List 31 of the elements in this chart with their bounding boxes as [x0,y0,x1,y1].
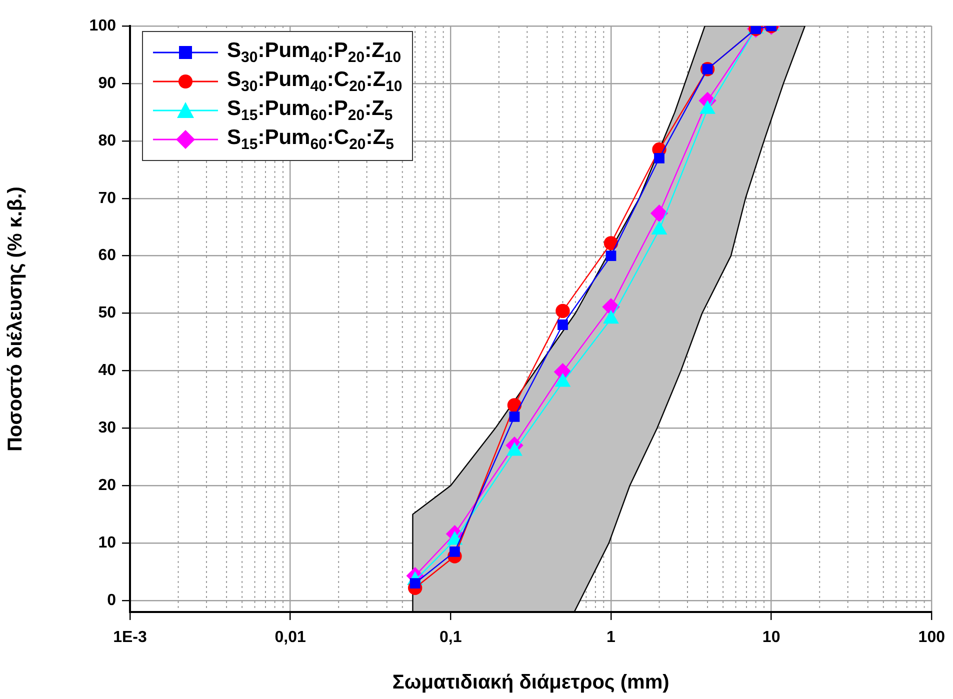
x-axis-title: Σωματιδιακή διάμετρος (mm) [392,672,670,694]
y-axis-title: Ποσοστό διέλευσης (% κ.β.) [4,186,27,452]
legend-label: S$_{15}$:Pum$_{60}$:P$_{20}$:Z$_{5}$ [227,96,393,124]
legend-label: S$_{15}$:Pum$_{60}$:C$_{20}$:Z$_{5}$ [227,126,394,154]
y-tick-label: 100 [89,17,116,34]
point [558,320,568,330]
x-tick-label: 0,1 [440,629,462,646]
y-tick-label: 80 [98,132,116,150]
point [507,398,522,412]
y-tick-label: 20 [98,477,116,494]
x-tick-label: 0,01 [274,629,306,646]
y-tick-label: 40 [98,362,116,380]
legend-label: S$_{30}$:Pum$_{40}$:P$_{20}$:Z$_{10}$ [227,38,402,66]
y-tick-label: 60 [98,247,116,264]
x-tick-label: 10 [762,629,780,646]
legend-label: S$_{30}$:Pum$_{40}$:C$_{20}$:Z$_{10}$ [227,68,402,96]
x-tick-label: 100 [918,629,946,646]
point [606,250,616,261]
y-tick-label: 10 [98,534,116,552]
point [604,236,618,250]
y-tick-label: 30 [98,420,116,437]
point [509,411,520,422]
x-tick-label: 1E-3 [113,629,147,646]
y-tick-label: 50 [98,304,116,322]
y-tick-label: 0 [107,592,116,609]
point [654,152,664,164]
x-tick-label: 1 [606,629,616,646]
point [556,304,570,318]
y-tick-label: 90 [98,74,116,92]
point [650,204,668,222]
y-tick-label: 70 [98,190,116,207]
